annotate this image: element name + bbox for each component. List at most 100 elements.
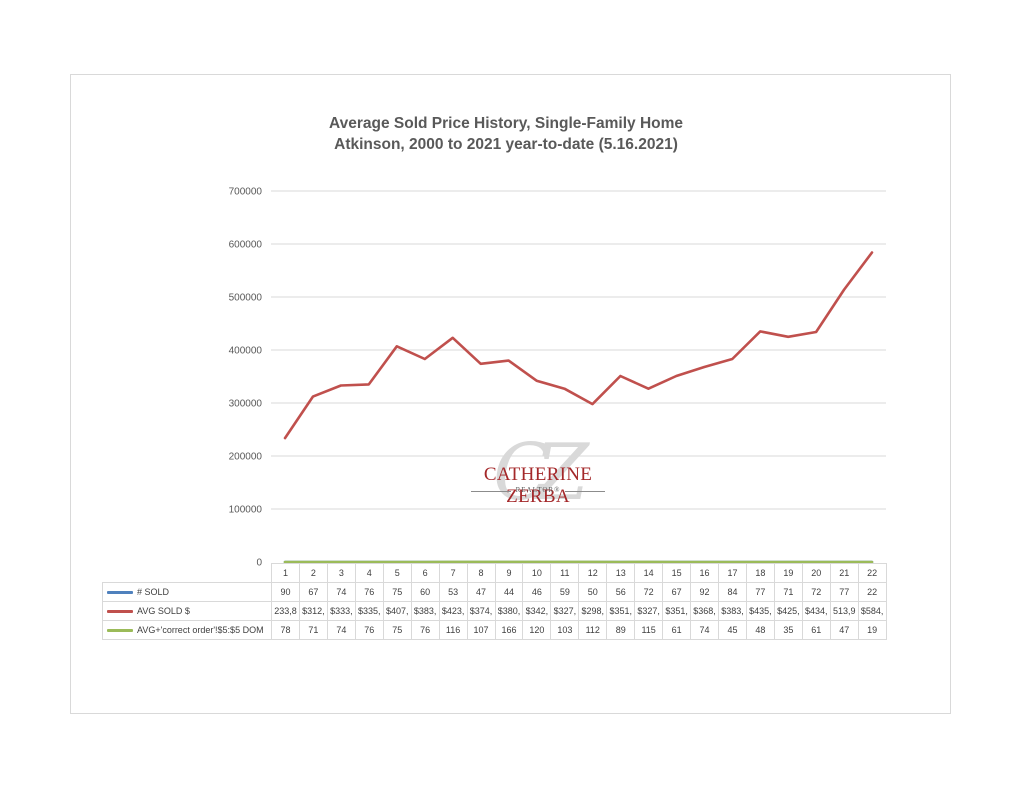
data-label: 78	[271, 620, 300, 640]
data-label: 90	[271, 582, 300, 602]
y-tick-label: 200000	[229, 452, 263, 463]
data-label: 45	[718, 620, 747, 640]
legend-entry: AVG+'correct order'!$5:$5 DOM	[102, 620, 272, 640]
data-label: $312,	[298, 601, 328, 621]
chart-title: Average Sold Price History, Single-Famil…	[328, 115, 684, 132]
x-tick-label: 22	[857, 563, 887, 583]
data-label: $368,	[690, 601, 719, 621]
data-label: $383,	[410, 601, 440, 621]
data-label: $423,	[438, 601, 468, 621]
data-label: $374,	[466, 601, 496, 621]
data-label: 56	[606, 582, 636, 602]
x-tick-label: 20	[801, 563, 831, 583]
data-label: 120	[522, 620, 552, 640]
data-label: 67	[298, 582, 328, 602]
legend-entry: # SOLD	[102, 582, 272, 602]
table-corner	[103, 564, 272, 583]
x-tick-label: 2	[298, 563, 328, 583]
data-label: 74	[690, 620, 719, 640]
x-tick-label: 1	[271, 563, 300, 583]
data-label: $298,	[578, 601, 608, 621]
data-label: $351,	[662, 601, 692, 621]
x-tick-label: 9	[494, 563, 524, 583]
data-label: 72	[634, 582, 664, 602]
table-row: AVG SOLD $233,8 $312, $333, $335, $407, $383,…	[102, 601, 887, 621]
y-tick-label: 100000	[229, 505, 263, 516]
data-label: 116	[438, 620, 468, 640]
data-label: 76	[410, 620, 440, 640]
x-tick-label: 11	[550, 563, 580, 583]
x-tick-label: 19	[773, 563, 803, 583]
data-label: $407,	[382, 601, 412, 621]
data-label: 47	[466, 582, 496, 602]
data-label: 112	[578, 620, 608, 640]
data-label: $333,	[326, 601, 356, 621]
data-label: 35	[773, 620, 803, 640]
series-line	[283, 251, 874, 440]
legend-entry: AVG SOLD $	[102, 601, 272, 621]
logo-rule-left	[471, 491, 511, 492]
data-label: 22	[857, 582, 887, 602]
data-label: 19	[857, 620, 887, 640]
data-label: 71	[298, 620, 328, 640]
data-label: 76	[354, 620, 384, 640]
legend-key	[107, 629, 133, 633]
x-tick-label: 7	[438, 563, 468, 583]
data-label: $434,	[801, 601, 831, 621]
x-tick-label: 16	[690, 563, 719, 583]
y-tick-label: 600000	[229, 240, 263, 251]
data-label: $383,	[718, 601, 747, 621]
chart-subtitle: Atkinson, 2000 to 2021 year-to-date (5.1…	[334, 136, 678, 153]
logo-rule-right	[565, 491, 605, 492]
data-label: 75	[382, 620, 412, 640]
y-tick-label: 400000	[229, 346, 263, 357]
data-label: $327,	[634, 601, 664, 621]
x-tick-label: 15	[662, 563, 692, 583]
y-tick-label: 500000	[229, 293, 263, 304]
data-label: 107	[466, 620, 496, 640]
data-label: 77	[829, 582, 859, 602]
realtor-logo: CZ CATHERINE ZERBA REALTOR®	[455, 428, 621, 520]
x-tick-label: 8	[466, 563, 496, 583]
x-tick-label: 21	[829, 563, 859, 583]
data-label: 48	[745, 620, 775, 640]
x-tick-label: 14	[634, 563, 664, 583]
data-label: 74	[326, 582, 356, 602]
data-label: 47	[829, 620, 859, 640]
x-tick-label: 6	[410, 563, 440, 583]
x-tick-label: 5	[382, 563, 412, 583]
data-label: 59	[550, 582, 580, 602]
data-label: 71	[773, 582, 803, 602]
y-tick-label: 300000	[229, 399, 263, 410]
x-tick-label: 17	[718, 563, 747, 583]
data-label: $342,	[522, 601, 552, 621]
data-label: 103	[550, 620, 580, 640]
data-label: 44	[494, 582, 524, 602]
table-row: AVG+'correct order'!$5:$5 DOM 78 71 74 76 75 7…	[102, 620, 887, 640]
data-label: 60	[410, 582, 440, 602]
data-label: 61	[801, 620, 831, 640]
y-tick-label: 700000	[229, 187, 263, 198]
legend-key	[107, 610, 133, 614]
data-label: 72	[801, 582, 831, 602]
data-label: 84	[718, 582, 747, 602]
data-label: 115	[634, 620, 664, 640]
data-label: 75	[382, 582, 412, 602]
data-label: 53	[438, 582, 468, 602]
data-label: $351,	[606, 601, 636, 621]
data-label: $425,	[773, 601, 803, 621]
series-name: AVG SOLD $	[137, 606, 190, 616]
data-label: 74	[326, 620, 356, 640]
logo-sub: REALTOR®	[515, 486, 561, 494]
series-name: AVG+'correct order'!$5:$5 DOM	[137, 625, 264, 635]
data-label: $327,	[550, 601, 580, 621]
data-label: 76	[354, 582, 384, 602]
x-tick-label: 18	[745, 563, 775, 583]
data-label: 50	[578, 582, 608, 602]
logo-name: CATHERINE ZERBA	[483, 464, 593, 507]
x-tick-label: 10	[522, 563, 552, 583]
table-row: # SOLD 90 67 74 76 75 60 53 47 44 46 59 50 56 72 67 92 84…	[102, 582, 887, 602]
data-label: $584,	[857, 601, 887, 621]
data-label: 77	[745, 582, 775, 602]
